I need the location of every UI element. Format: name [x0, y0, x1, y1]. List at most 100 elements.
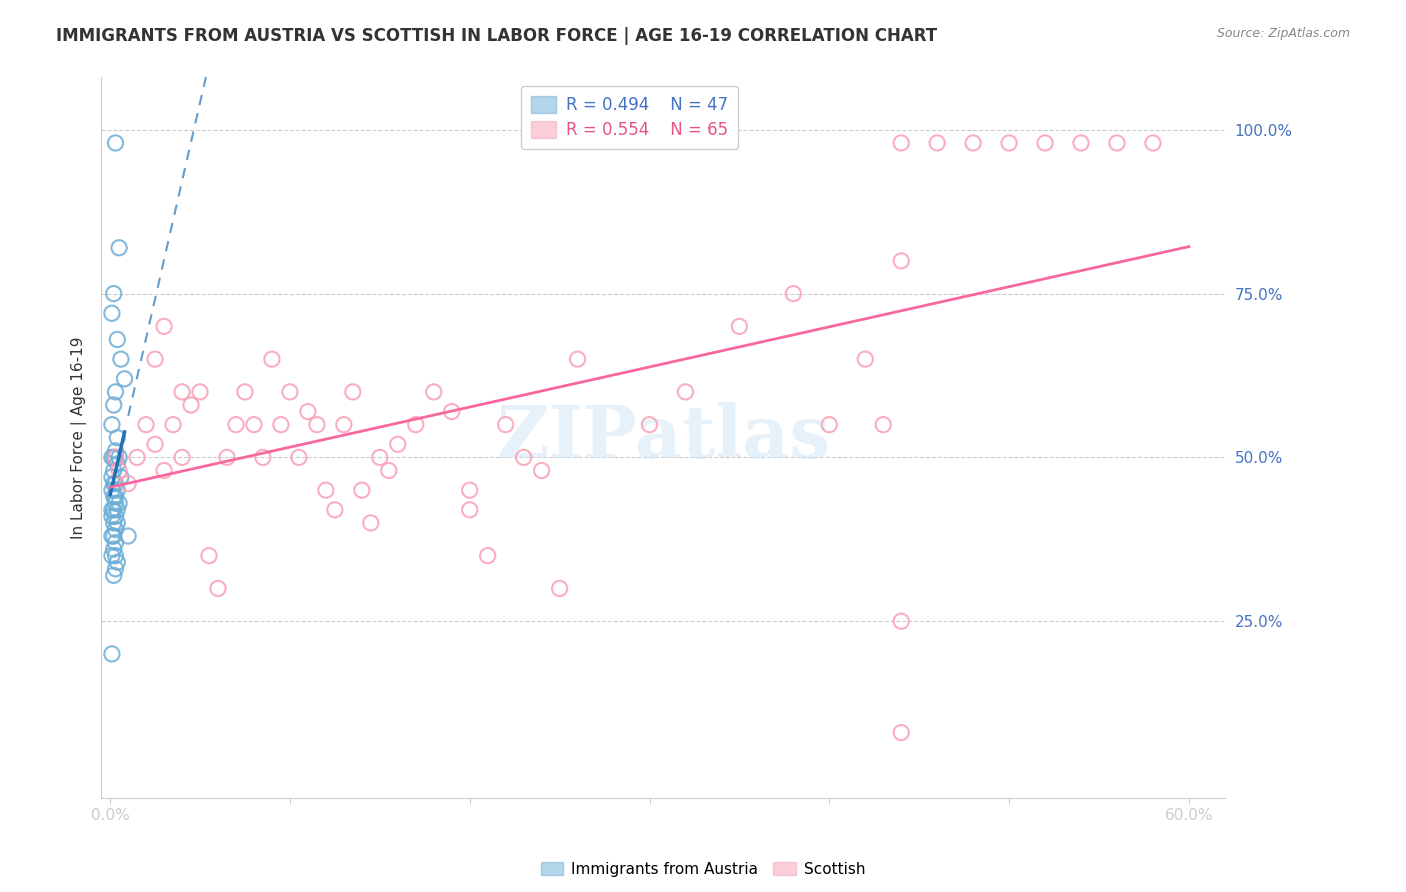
Point: [853, 352, 876, 367]
Point: [103, 463, 125, 477]
Point: [103, 286, 125, 301]
Point: [548, 582, 571, 596]
Point: [378, 463, 401, 477]
Point: [101, 450, 124, 465]
Point: [170, 450, 193, 465]
Point: [105, 503, 128, 517]
Point: [477, 549, 499, 563]
Point: [162, 417, 184, 432]
Point: [127, 450, 149, 465]
Point: [103, 490, 125, 504]
Point: [728, 319, 751, 334]
Point: [105, 483, 128, 498]
Point: [153, 463, 176, 477]
Point: [1033, 136, 1056, 150]
Point: [143, 352, 166, 367]
Point: [105, 431, 128, 445]
Point: [890, 136, 912, 150]
Point: [288, 450, 311, 465]
Text: IMMIGRANTS FROM AUSTRIA VS SCOTTISH IN LABOR FORCE | AGE 16-19 CORRELATION CHART: IMMIGRANTS FROM AUSTRIA VS SCOTTISH IN L…: [56, 27, 938, 45]
Text: ZIPatlas: ZIPatlas: [496, 402, 830, 474]
Point: [180, 398, 202, 412]
Point: [105, 555, 128, 569]
Point: [135, 417, 157, 432]
Point: [104, 136, 127, 150]
Point: [512, 450, 534, 465]
Point: [315, 483, 337, 498]
Point: [962, 136, 984, 150]
Point: [638, 417, 661, 432]
Point: [104, 523, 127, 537]
Point: [818, 417, 841, 432]
Point: [101, 503, 124, 517]
Point: [188, 384, 211, 399]
Point: [103, 503, 125, 517]
Point: [1105, 136, 1128, 150]
Legend: Immigrants from Austria, Scottish: Immigrants from Austria, Scottish: [533, 854, 873, 884]
Point: [143, 437, 166, 451]
Point: [675, 384, 697, 399]
Point: [103, 476, 125, 491]
Point: [104, 450, 127, 465]
Point: [103, 450, 125, 465]
Point: [101, 529, 124, 543]
Point: [101, 470, 124, 484]
Point: [103, 529, 125, 543]
Point: [567, 352, 589, 367]
Point: [243, 417, 266, 432]
Point: [405, 417, 427, 432]
Point: [101, 306, 124, 320]
Point: [104, 476, 127, 491]
Point: [927, 136, 949, 150]
Point: [423, 384, 446, 399]
Point: [530, 463, 553, 477]
Point: [108, 463, 131, 477]
Point: [458, 483, 481, 498]
Point: [104, 496, 127, 510]
Point: [782, 286, 804, 301]
Point: [105, 516, 128, 530]
Point: [101, 417, 124, 432]
Point: [260, 352, 283, 367]
Point: [890, 725, 912, 739]
Point: [103, 398, 125, 412]
Point: [101, 483, 124, 498]
Point: [890, 253, 912, 268]
Point: [101, 549, 124, 563]
Point: [103, 542, 125, 557]
Point: [278, 384, 301, 399]
Point: [104, 549, 127, 563]
Point: [360, 516, 382, 530]
Point: [1070, 136, 1092, 150]
Point: [207, 582, 229, 596]
Point: [387, 437, 409, 451]
Point: [103, 516, 125, 530]
Point: [117, 476, 139, 491]
Point: [368, 450, 391, 465]
Point: [105, 457, 128, 471]
Point: [170, 384, 193, 399]
Point: [104, 490, 127, 504]
Point: [305, 417, 328, 432]
Point: [108, 241, 131, 255]
Point: [297, 404, 319, 418]
Point: [998, 136, 1021, 150]
Point: [342, 384, 364, 399]
Point: [233, 384, 256, 399]
Point: [440, 404, 463, 418]
Point: [153, 319, 176, 334]
Point: [458, 503, 481, 517]
Point: [1142, 136, 1164, 150]
Point: [333, 417, 356, 432]
Point: [110, 352, 132, 367]
Point: [104, 509, 127, 524]
Point: [108, 496, 131, 510]
Point: [104, 535, 127, 549]
Point: [101, 647, 124, 661]
Point: [252, 450, 274, 465]
Point: [104, 562, 127, 576]
Point: [114, 372, 136, 386]
Point: [104, 450, 127, 465]
Point: [215, 450, 238, 465]
Legend: R = 0.494    N = 47, R = 0.554    N = 65: R = 0.494 N = 47, R = 0.554 N = 65: [520, 86, 738, 149]
